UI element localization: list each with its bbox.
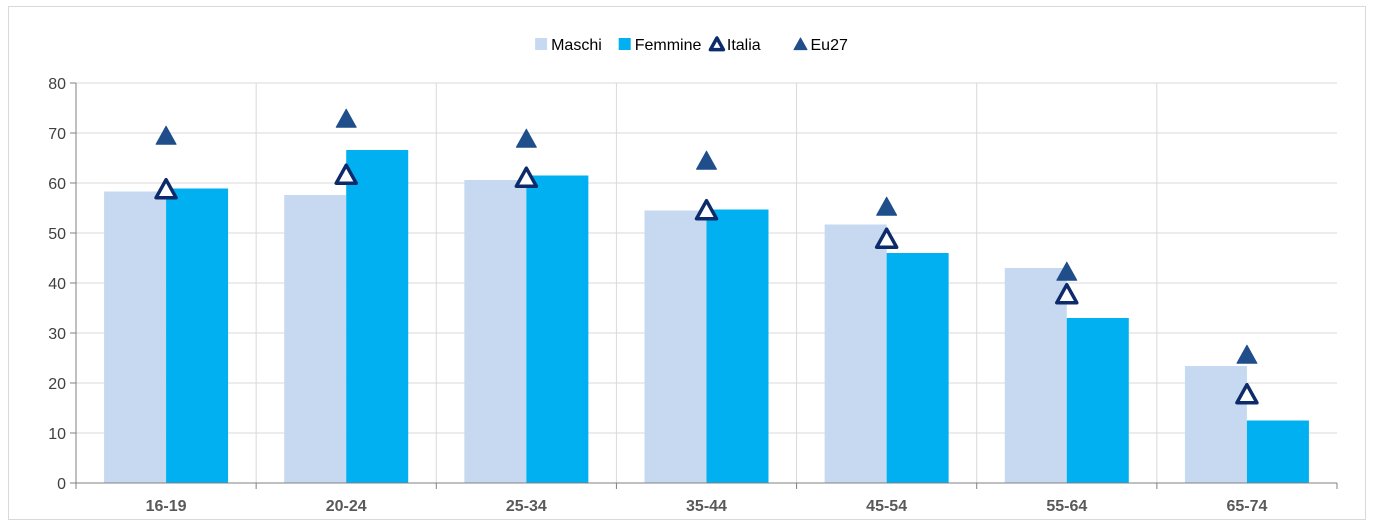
x-category-label: 35-44 <box>686 498 727 515</box>
bar-maschi <box>1184 366 1247 483</box>
y-tick-label: 30 <box>48 326 66 343</box>
marker-eu27 <box>335 108 357 128</box>
x-category-label: 55-64 <box>1046 498 1087 515</box>
bar-maschi <box>824 224 887 483</box>
marker-eu27 <box>515 128 537 148</box>
y-tick-label: 20 <box>48 376 66 393</box>
legend-swatch-maschi <box>535 38 548 50</box>
y-tick-label: 60 <box>48 176 66 193</box>
x-category-label: 25-34 <box>506 498 547 515</box>
y-tick-label: 70 <box>48 126 66 143</box>
x-category-label: 16-19 <box>146 498 187 515</box>
x-category-label: 65-74 <box>1226 498 1267 515</box>
bar-maschi <box>104 191 167 483</box>
x-category-label: 45-54 <box>866 498 907 515</box>
legend: Maschi Femmine Italia Eu27 <box>535 36 848 54</box>
marker-italia <box>1235 382 1259 405</box>
bar-femmine <box>346 150 409 483</box>
bar-femmine <box>1066 318 1129 483</box>
axes: 0 10 20 30 40 50 60 70 80 16-19 20-24 25-34 35-44 45-… <box>48 76 1338 515</box>
marker-italia <box>1055 282 1079 305</box>
bar-maschi <box>644 210 707 483</box>
marker-italia <box>694 198 719 221</box>
legend-label-eu27: Eu27 <box>811 37 848 54</box>
y-tick-label: 0 <box>57 476 66 493</box>
bar-femmine <box>166 188 229 483</box>
bar-maschi <box>464 180 527 483</box>
chart-frame: 0 10 20 30 40 50 60 70 80 16-19 20-24 25-34 35-44 45-… <box>8 6 1366 520</box>
marker-eu27 <box>155 125 177 145</box>
marker-italia <box>514 166 539 188</box>
y-tick-label: 10 <box>48 426 66 443</box>
marker-eu27 <box>1236 344 1258 364</box>
bar-chart: 0 10 20 30 40 50 60 70 80 16-19 20-24 25-34 35-44 45-… <box>48 36 1338 515</box>
bars <box>104 150 1309 483</box>
y-tick-label: 50 <box>48 226 66 243</box>
legend-marker-italia <box>708 36 726 52</box>
marker-italia <box>154 177 178 200</box>
marker-eu27 <box>1056 261 1078 281</box>
y-tick-label: 40 <box>48 276 66 293</box>
marker-eu27 <box>876 196 898 216</box>
x-category-label: 20-24 <box>326 498 367 515</box>
marker-eu27 <box>696 150 717 170</box>
marker-italia <box>334 163 358 185</box>
legend-label-femmine: Femmine <box>635 37 702 54</box>
legend-label-maschi: Maschi <box>551 37 602 54</box>
legend-swatch-femmine <box>618 38 631 50</box>
bar-maschi <box>284 195 347 483</box>
bar-femmine <box>886 253 949 483</box>
bar-femmine <box>706 209 769 483</box>
legend-marker-eu27 <box>793 37 808 51</box>
marker-italia <box>874 227 899 249</box>
legend-label-italia: Italia <box>727 37 761 54</box>
bar-femmine <box>1246 420 1309 483</box>
markers <box>154 108 1259 405</box>
y-tick-label: 80 <box>48 76 66 93</box>
bar-femmine <box>526 175 589 483</box>
